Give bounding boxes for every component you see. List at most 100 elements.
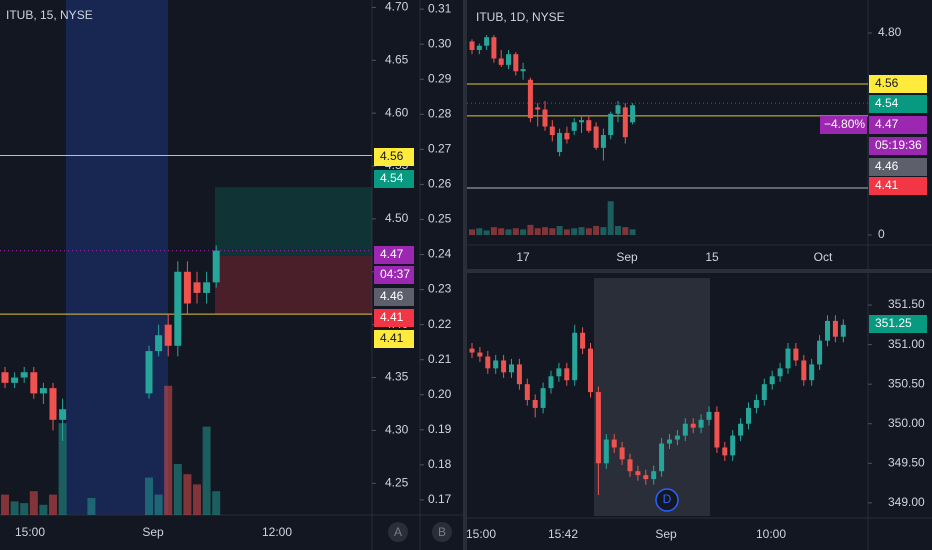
candle-body: [840, 324, 846, 337]
candle-body: [801, 360, 807, 381]
volume-bar: [505, 229, 512, 235]
volume-bar: [1, 494, 9, 515]
x-tick-label: 15: [705, 250, 719, 264]
candle-body: [753, 400, 759, 408]
candle-body: [183, 271, 191, 304]
candle-body: [595, 392, 601, 464]
candle-body: [513, 54, 519, 72]
candle-body: [630, 105, 636, 123]
candle-body: [564, 368, 570, 381]
candle-body: [809, 364, 815, 381]
y-tick-label: 4.60: [385, 105, 409, 119]
candle-body: [793, 348, 799, 361]
candle-body: [832, 320, 838, 337]
volume-bar: [629, 229, 636, 235]
candle-body: [817, 340, 823, 365]
y-tick-label: 0.25: [428, 212, 452, 226]
volume-bar: [145, 477, 153, 515]
volume-bar: [607, 201, 614, 235]
price-label-bg: [374, 288, 414, 306]
candle-body: [540, 388, 546, 408]
price-label: 4.41: [380, 310, 404, 324]
price-label: 4.41: [380, 331, 404, 345]
volume-bar: [476, 228, 483, 235]
candle-body: [20, 372, 28, 378]
candle-body: [603, 439, 609, 464]
candle-body: [651, 471, 657, 480]
candle-body: [825, 320, 830, 341]
session-highlight: [66, 0, 168, 515]
volume-bar: [183, 474, 192, 515]
volume-bar: [29, 491, 38, 515]
x-tick-label: 12:00: [262, 525, 292, 539]
y-tick-label: 351.50: [888, 297, 925, 311]
candle-body: [611, 439, 617, 448]
event-marker[interactable]: [655, 488, 679, 512]
price-label-bg: [869, 75, 927, 93]
scale-button-label: B: [438, 525, 446, 539]
x-tick-label: 17: [516, 250, 530, 264]
candle-body: [491, 37, 497, 59]
price-label-bg: [869, 315, 927, 333]
y-tick-label: 351.00: [888, 337, 925, 351]
x-tick-label: 15:00: [466, 527, 496, 541]
volume-bar: [578, 227, 585, 235]
price-label: 4.54: [380, 171, 404, 185]
chart-title: ITUB, 15, NYSE: [6, 8, 93, 22]
y-tick-label: 0.30: [428, 36, 452, 50]
volume-bar: [202, 426, 211, 515]
candle-body: [579, 120, 584, 123]
x-tick-label: 15:42: [548, 527, 578, 541]
y-tick-label: 0.24: [428, 247, 452, 261]
position-loss: [215, 255, 372, 315]
volume-bar: [600, 227, 607, 235]
candle-body: [1, 372, 9, 383]
volume-bar: [212, 491, 221, 515]
y-tick-label: 4.70: [385, 0, 409, 14]
volume-bar: [622, 227, 629, 235]
volume-bar: [154, 494, 163, 515]
candle-body: [212, 250, 220, 283]
y-tick-label: 4.30: [385, 423, 409, 437]
volume-bar: [563, 229, 570, 235]
y-tick-label: 0.20: [428, 387, 452, 401]
candle-body: [469, 41, 475, 50]
candle-body: [730, 435, 736, 456]
scale-button[interactable]: [388, 522, 408, 542]
volume-bar: [534, 228, 541, 235]
candle-body: [572, 332, 578, 381]
price-label-bg: [374, 266, 414, 284]
scale-button[interactable]: [432, 522, 452, 542]
volume-bar: [556, 226, 563, 235]
volume-bar: [585, 228, 592, 235]
candle-body: [674, 435, 680, 440]
candle-body: [761, 384, 767, 400]
volume-bar: [58, 423, 67, 515]
y-tick-label: 349.50: [888, 455, 925, 469]
candle-body: [714, 411, 720, 448]
x-tick-label: 10:00: [756, 527, 786, 541]
price-label: 4.47: [380, 247, 404, 261]
candle-body: [193, 282, 201, 293]
y-tick-label: 350.50: [888, 376, 925, 390]
y-tick-label: 0.18: [428, 457, 452, 471]
price-label-bg: [869, 177, 927, 195]
pane-divider: [467, 269, 932, 273]
candle-body: [571, 122, 577, 131]
y-tick-label: 0: [878, 227, 885, 241]
volume-bar: [527, 224, 534, 235]
volume-bar: [49, 494, 57, 515]
volume-bar: [483, 230, 490, 235]
price-label: 4.46: [875, 159, 899, 173]
candle-body: [49, 388, 57, 420]
volume-bar: [571, 228, 578, 235]
candle-body: [690, 423, 696, 428]
candle-body: [667, 439, 672, 444]
price-label-bg: [869, 158, 927, 176]
volume-bar: [193, 484, 201, 515]
volume-bar: [615, 226, 621, 235]
y-tick-label: 0.21: [428, 352, 452, 366]
volume-bar: [549, 228, 556, 235]
chart-title: ITUB, 1D, NYSE: [476, 10, 565, 24]
